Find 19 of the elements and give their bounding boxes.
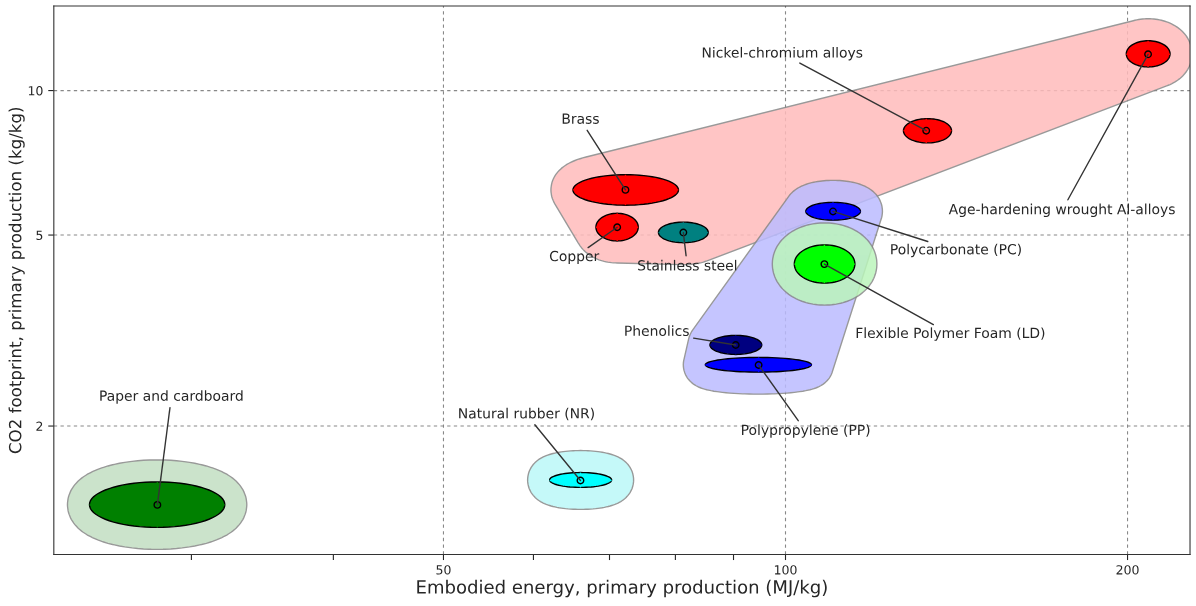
- y-tick-label: 10: [28, 86, 43, 96]
- annotation: Polypropylene (PP): [742, 424, 870, 438]
- x-tick-label: 50: [436, 565, 451, 575]
- annotation: Phenolics: [625, 325, 689, 337]
- x-tick-label: 100: [774, 565, 797, 575]
- y-axis-title: CO2 footprint, primary production (kg/kg): [8, 107, 25, 454]
- x-axis-title: Embodied energy, primary production (MJ/kg): [417, 579, 827, 598]
- annotation: Brass: [562, 113, 599, 124]
- annotation: Age-hardening wrought Al-alloys: [948, 203, 1175, 218]
- annotation: Nickel-chromium alloys: [702, 46, 863, 61]
- y-tick-label: 5: [36, 230, 43, 240]
- annotation: Stainless steel: [638, 259, 737, 271]
- annotation: Natural rubber (NR): [459, 407, 594, 421]
- x-tick-label: 200: [1116, 565, 1139, 575]
- annotation: Polycarbonate (PC): [891, 243, 1021, 258]
- annotation: Paper and cardboard: [100, 390, 243, 404]
- annotation: Copper: [549, 250, 600, 264]
- y-tick-label: 2: [36, 421, 43, 431]
- annotation: Flexible Polymer Foam (LD): [856, 327, 1045, 341]
